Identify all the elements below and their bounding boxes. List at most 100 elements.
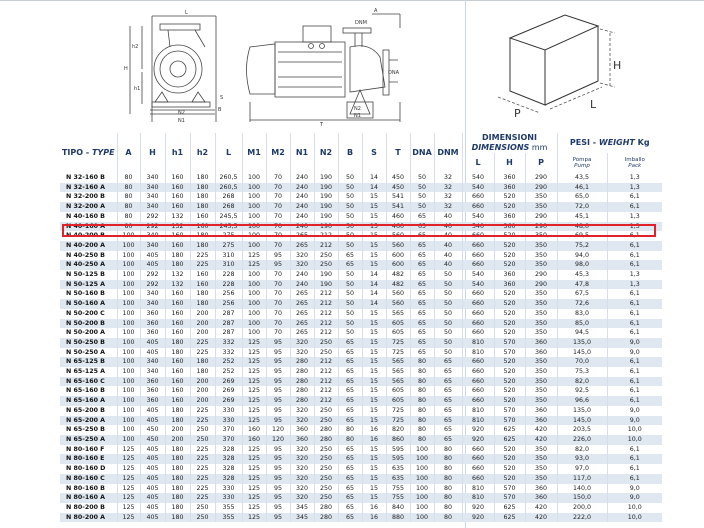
header-dim-P: P: [524, 153, 557, 173]
table-row: N 40-250 A 100 405 180 225 310 125 95 320 250 65 15…: [60, 260, 663, 271]
table-row: N 50-250 A 100 405 180 225 332 125 95 320 250 65 15…: [60, 347, 663, 358]
cell-value: 100: [241, 318, 266, 329]
cell-value: 540: [461, 270, 494, 280]
cell-value: 460: [385, 221, 410, 232]
cell-value: 920: [461, 512, 494, 523]
cell-value: 14: [361, 173, 386, 183]
cell-value: 80: [337, 425, 362, 435]
cell-value: 65: [337, 405, 362, 416]
cell-value: 9,0: [606, 415, 663, 426]
cell-value: 125: [241, 250, 266, 261]
cell-value: 9,0: [606, 493, 663, 503]
header-pack: Imballo Pack: [606, 153, 663, 173]
cell-value: 65,0: [556, 192, 607, 203]
cell-value: 250: [313, 415, 338, 426]
cell-value: 330: [214, 483, 242, 494]
cell-value: 96,6: [556, 396, 607, 406]
cell-value: 660: [461, 473, 494, 484]
cell-value: 600: [385, 260, 410, 271]
cell-value: 125: [116, 464, 140, 474]
label-T: T: [319, 122, 324, 128]
cell-value: 80: [409, 415, 434, 426]
cell-value: 14: [361, 182, 386, 193]
cell-value: 65: [433, 386, 462, 397]
cell-value: 212: [313, 308, 338, 319]
table-row: N 65-125 B 100 340 160 180 252 125 95 280 212 65 15…: [60, 357, 663, 368]
cell-value: 32: [433, 192, 462, 203]
cell-type: N 50-125 A: [60, 279, 117, 290]
cell-value: 65: [337, 502, 362, 513]
header-H: H: [139, 133, 165, 173]
cell-value: 80: [433, 444, 462, 455]
header-N2: N2: [313, 133, 338, 173]
cell-value: 80: [409, 357, 434, 368]
cell-value: 350: [524, 473, 557, 484]
cell-value: 660: [461, 260, 494, 271]
cell-value: 65: [337, 347, 362, 358]
cell-value: 180: [189, 299, 215, 309]
cell-value: 250: [313, 483, 338, 494]
cell-value: 100: [116, 250, 140, 261]
cell-value: 65: [337, 367, 362, 377]
header-N1: N1: [289, 133, 314, 173]
cell-value: 350: [524, 240, 557, 251]
cell-value: 405: [139, 464, 165, 474]
label-A: A: [374, 8, 378, 14]
table-row: N 65-250 A 100 450 200 250 370 160 120 360 280 80 1…: [60, 434, 663, 445]
cell-value: 520: [493, 260, 525, 271]
cell-value: 660: [461, 396, 494, 406]
table-row: N 65-200 A 100 405 180 225 330 125 95 320 250 65 15…: [60, 415, 663, 426]
cell-value: 405: [139, 493, 165, 503]
cell-value: 10,0: [606, 425, 663, 435]
cell-value: 820: [385, 425, 410, 435]
header-M2: M2: [265, 133, 290, 173]
cell-value: 268: [214, 192, 242, 203]
cell-value: 660: [461, 192, 494, 203]
cell-value: 605: [385, 386, 410, 397]
cell-value: 595: [385, 444, 410, 455]
cell-value: 80: [409, 396, 434, 406]
table-row: N 32-160 A 80 340 160 180 260,5 100 70 240 190 50 1…: [60, 182, 663, 193]
cell-value: 65: [409, 318, 434, 329]
cell-value: 95: [265, 386, 290, 397]
cell-value: 100: [241, 289, 266, 300]
cell-value: 200: [189, 396, 215, 406]
cell-value: 15: [361, 202, 386, 212]
cell-value: 360: [493, 270, 525, 280]
cell-value: 132: [164, 279, 190, 290]
cell-value: 570: [493, 405, 525, 416]
cell-value: 100: [409, 512, 434, 523]
cell-value: 65: [433, 357, 462, 368]
cell-value: 160: [164, 299, 190, 309]
cell-value: 70: [265, 270, 290, 280]
cell-value: 660: [461, 240, 494, 251]
cell-value: 190: [313, 270, 338, 280]
cell-value: 420: [524, 425, 557, 435]
cell-value: 65: [409, 299, 434, 309]
cell-type: N 65-160 B: [66, 387, 105, 395]
cell-value: 340: [139, 367, 165, 377]
header-L: L: [214, 133, 242, 173]
table-row: N 80-160 A 125 405 180 225 330 125 95 320 250 65 15…: [60, 493, 663, 503]
cell-value: 65: [409, 289, 434, 300]
cell-type: N 65-250 B: [66, 426, 105, 434]
cell-value: 660: [461, 308, 494, 319]
cell-value: 660: [461, 289, 494, 300]
cell-value: 320: [289, 483, 314, 494]
cell-value: 755: [385, 483, 410, 494]
cell-value: 250: [313, 337, 338, 348]
cell-value: 6,1: [606, 444, 663, 455]
cell-value: 320: [289, 493, 314, 503]
cell-value: 65: [337, 473, 362, 484]
cell-value: 65: [433, 376, 462, 387]
cell-value: 252: [214, 357, 242, 368]
cell-value: 50: [433, 328, 462, 338]
header-type: TIPO - TYPE: [61, 148, 115, 157]
cell-value: 9,0: [606, 483, 663, 494]
cell-value: 240: [289, 221, 314, 232]
cell-value: 350: [524, 308, 557, 319]
cell-value: 125: [241, 464, 266, 474]
cell-value: 405: [139, 405, 165, 416]
cell-value: 240: [289, 211, 314, 222]
cell-value: 95: [265, 337, 290, 348]
